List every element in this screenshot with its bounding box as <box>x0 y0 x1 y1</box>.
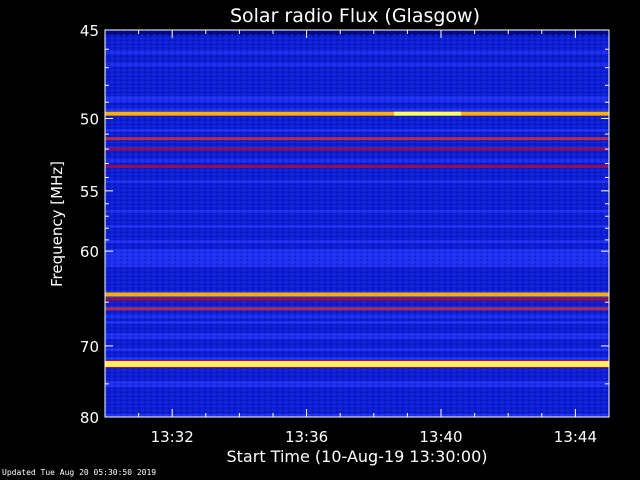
y-tick-label: 60 <box>80 243 99 261</box>
y-tick-label: 45 <box>80 22 99 40</box>
plot-frame <box>104 29 610 418</box>
x-tick-label: 13:40 <box>419 428 462 446</box>
y-tick-label: 70 <box>80 338 99 356</box>
emission-band <box>105 297 609 301</box>
emission-band <box>105 361 609 368</box>
y-tick-label: 50 <box>80 110 99 128</box>
chart-title: Solar radio Flux (Glasgow) <box>230 5 480 27</box>
plot-area <box>105 30 609 417</box>
emission-band-edge <box>105 360 609 362</box>
y-axis: 45 50 55 60 70 80 <box>80 22 609 427</box>
emission-bands <box>105 111 609 369</box>
emission-band <box>105 307 609 311</box>
x-axis: 13:32 13:36 13:40 13:44 <box>138 30 597 446</box>
emission-band <box>105 137 609 141</box>
emission-bursts <box>393 111 462 116</box>
x-axis-label: Start Time (10-Aug-19 13:30:00) <box>227 447 488 466</box>
noise-overlay <box>105 30 609 417</box>
emission-band <box>105 292 609 297</box>
y-tick-label: 80 <box>80 409 99 427</box>
y-tick-label: 55 <box>80 183 99 201</box>
x-tick-label: 13:32 <box>151 428 194 446</box>
emission-band <box>105 164 609 168</box>
y-axis-label: Frequency [MHz] <box>48 161 66 287</box>
emission-band <box>105 111 609 116</box>
emission-band <box>105 147 609 151</box>
x-tick-label: 13:36 <box>285 428 328 446</box>
x-tick-label: 13:44 <box>554 428 597 446</box>
emission-burst <box>393 111 462 116</box>
updated-timestamp: Updated Tue Aug 20 05:30:50 2019 <box>2 468 157 477</box>
emission-band-edge <box>105 367 609 369</box>
